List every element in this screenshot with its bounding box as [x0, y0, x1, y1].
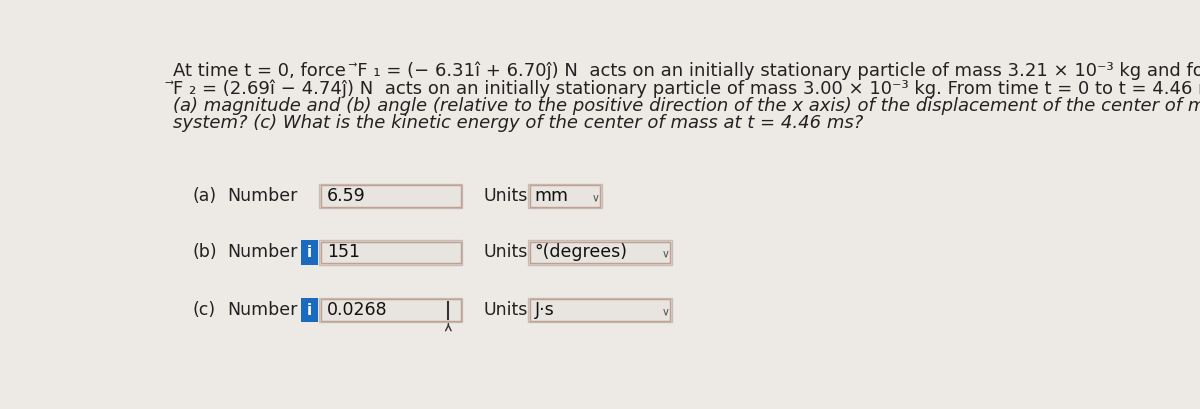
Text: 151: 151	[326, 243, 360, 261]
Text: (a) magnitude and (b) angle (relative to the positive direction of the x axis) o: (a) magnitude and (b) angle (relative to…	[173, 97, 1200, 115]
Bar	[529, 299, 670, 321]
Bar	[319, 184, 462, 209]
Text: Units: Units	[484, 187, 528, 205]
Bar	[319, 298, 462, 322]
Text: Units: Units	[484, 243, 528, 261]
Bar	[528, 298, 672, 322]
Text: Units: Units	[484, 301, 528, 319]
Text: (b): (b)	[193, 243, 217, 261]
Text: ∧: ∧	[659, 305, 667, 315]
Text: ⃗F ₂ = (2.69î − 4.74ĵ) N  acts on an initially stationary particle of mass 3.00 : ⃗F ₂ = (2.69î − 4.74ĵ) N acts on an init…	[173, 80, 1200, 99]
Bar	[301, 298, 318, 322]
Text: ∧: ∧	[589, 191, 598, 201]
Text: J·s: J·s	[534, 301, 554, 319]
Text: 6.59: 6.59	[326, 187, 366, 205]
Bar	[528, 240, 672, 265]
Bar	[301, 240, 318, 265]
Text: At time t = 0, force  ⃗F ₁ = (− 6.31î + 6.70ĵ) N  acts on an initially stationar: At time t = 0, force ⃗F ₁ = (− 6.31î + 6…	[173, 61, 1200, 80]
Text: i: i	[307, 303, 312, 318]
Text: (a): (a)	[193, 187, 217, 205]
Bar	[320, 185, 461, 207]
Bar	[529, 242, 670, 263]
Text: system? (c) What is the kinetic energy of the center of mass at t = 4.46 ms?: system? (c) What is the kinetic energy o…	[173, 114, 864, 132]
Text: 0.0268: 0.0268	[326, 301, 388, 319]
Text: °(degrees): °(degrees)	[534, 243, 628, 261]
Text: (c): (c)	[193, 301, 216, 319]
Text: Number: Number	[228, 187, 298, 205]
Text: Number: Number	[228, 243, 298, 261]
Bar	[319, 240, 462, 265]
Bar	[320, 299, 461, 321]
Text: ∧: ∧	[659, 247, 667, 257]
Bar	[529, 185, 600, 207]
Text: mm: mm	[534, 187, 569, 205]
Text: i: i	[307, 245, 312, 260]
Text: Number: Number	[228, 301, 298, 319]
Bar	[528, 184, 602, 209]
Bar	[320, 242, 461, 263]
